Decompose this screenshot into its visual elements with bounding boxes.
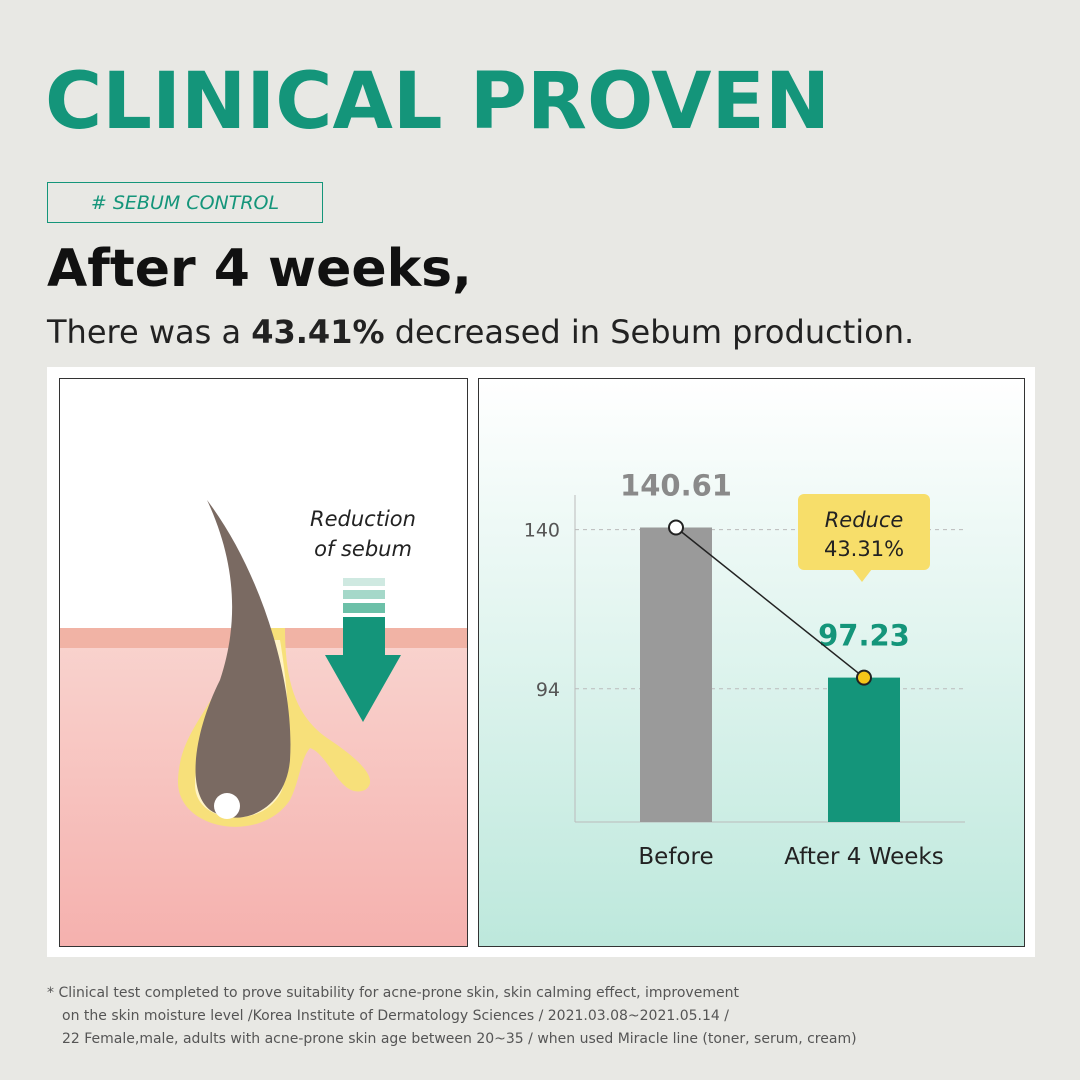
- illustration-caption: Reduction: [310, 507, 416, 531]
- annotation: 43.31%: [824, 537, 904, 561]
- subtitle: There was a 43.41% decreased in Sebum pr…: [46, 313, 914, 351]
- annotation: Reduce: [825, 508, 904, 532]
- bar: [828, 677, 900, 822]
- illustration-caption: of sebum: [314, 537, 412, 561]
- headline: After 4 weeks,: [47, 239, 472, 299]
- title: CLINICAL PROVEN: [45, 57, 830, 147]
- x-tick-label: After 4 Weeks: [784, 844, 943, 870]
- tag: # SEBUM CONTROL: [91, 192, 279, 214]
- x-tick-label: Before: [638, 844, 713, 870]
- illustration: [59, 378, 468, 947]
- subtitle-text: decreased in Sebum production.: [385, 313, 915, 351]
- chart-panel: [478, 378, 1025, 947]
- y-tick-label: 94: [536, 679, 560, 701]
- chart: 94 140 Before 140.61 After 4 Weeks 97.23 Reduc…: [524, 468, 965, 870]
- tag-box: [47, 182, 323, 223]
- value-label: 140.61: [620, 468, 732, 502]
- callout-box: [798, 494, 930, 570]
- point: [856, 669, 872, 686]
- value-label: 97.23: [818, 619, 910, 653]
- subtitle-highlight: 43.41%: [251, 313, 384, 351]
- footnote: * Clinical test completed to prove suita…: [47, 985, 739, 1001]
- y-tick-label: 140: [524, 520, 560, 542]
- bar: [640, 527, 712, 822]
- callout-pointer: [852, 569, 872, 582]
- subtitle-text: There was a: [46, 313, 251, 351]
- connector: [675, 526, 865, 679]
- footnote: 22 Female,male, adults with acne-prone s…: [62, 1031, 857, 1047]
- point: [668, 519, 684, 536]
- footnote: on the skin moisture level /Korea Instit…: [62, 1008, 729, 1024]
